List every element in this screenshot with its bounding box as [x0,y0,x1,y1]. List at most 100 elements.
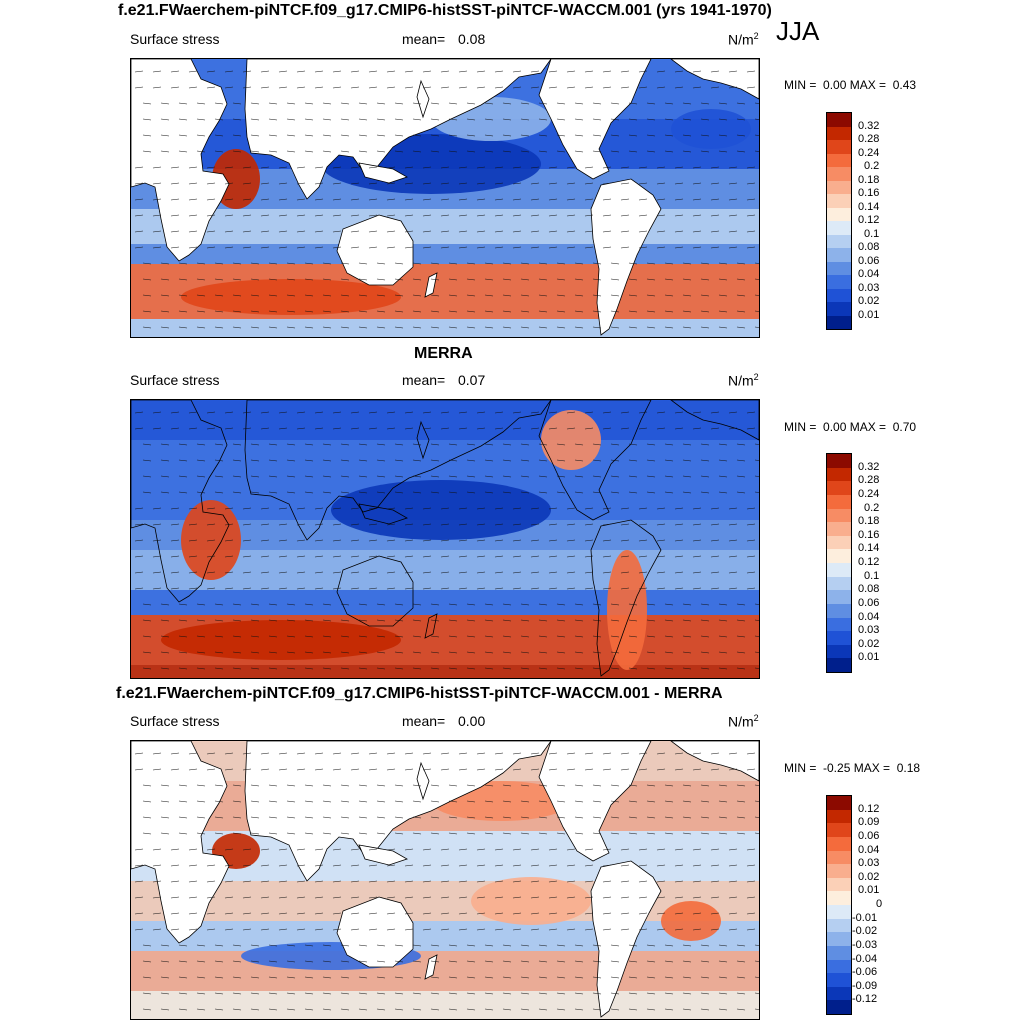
wind-arrow [502,667,512,670]
wind-arrow [602,507,612,510]
wind-arrow [692,230,702,233]
wind-arrow [224,912,234,915]
wind-arrow [484,150,494,153]
wind-arrow [736,310,746,313]
wind-arrow [296,411,306,414]
wind-arrow [620,912,630,915]
wind-arrow [638,182,648,185]
wind-arrow [304,262,314,265]
wind-arrow [394,491,404,494]
wind-arrow [206,928,216,931]
panel1-title: f.e21.FWaerchem-piNTCF.f09_g17.CMIP6-his… [118,2,772,19]
wind-arrow [206,214,216,217]
wind-arrow [538,102,548,105]
colorbar-tick-label: 0.1 [864,569,880,582]
wind-arrow [682,635,692,638]
wind-arrow [322,459,332,462]
wind-arrow [538,262,548,265]
wind-vectors [134,70,759,329]
wind-arrow [160,784,170,787]
wind-arrow [700,619,710,622]
wind-arrow [710,214,720,217]
wind-arrow [304,832,314,835]
wind-arrow [278,198,288,201]
wind-arrow [178,491,188,494]
wind-arrow [646,635,656,638]
wind-arrow [350,523,360,526]
wind-arrow [376,976,386,979]
wind-arrow [584,246,594,249]
wind-arrow [368,571,378,574]
wind-arrow [170,182,180,185]
wind-arrow [440,896,450,899]
wind-arrow [638,880,648,883]
wind-arrow [700,603,710,606]
wind-arrow [350,587,360,590]
wind-arrow [332,246,342,249]
wind-arrow [368,848,378,851]
wind-arrow [152,198,162,201]
wind-arrow [556,832,566,835]
wind-arrow [592,443,602,446]
wind-arrow [260,752,270,755]
wind-arrow [674,214,684,217]
wind-arrow [170,896,180,899]
wind-arrow [538,603,548,606]
wind-arrow [610,832,620,835]
wind-arrow [142,800,152,803]
wind-arrow [376,832,386,835]
wind-arrow [736,832,746,835]
wind-arrow [142,667,152,670]
wind-arrow [538,475,548,478]
panel2-minmax: MIN = 0.00 MAX = 0.70 [784,420,917,434]
wind-arrow [656,507,666,510]
wind-arrow [484,667,494,670]
wind-arrow [178,619,188,622]
wind-arrow [214,976,224,979]
wind-arrow [566,411,576,414]
wind-arrow [422,864,432,867]
wind-arrow [368,507,378,510]
wind-arrow [376,635,386,638]
wind-arrow [260,912,270,915]
wind-arrow [412,784,422,787]
panel2-map [130,399,760,679]
wind-arrow [358,491,368,494]
wind-arrow [376,475,386,478]
wind-arrow [682,294,692,297]
colorbar-swatch [827,275,851,289]
wind-arrow [494,768,504,771]
wind-arrow [556,491,566,494]
wind-arrow [584,752,594,755]
wind-arrow [700,326,710,329]
wind-arrow [242,928,252,931]
wind-arrow [692,571,702,574]
wind-arrow [602,523,612,526]
wind-arrow [628,832,638,835]
wind-arrow [314,214,324,217]
wind-arrow [404,507,414,510]
wind-arrow [448,150,458,153]
wind-arrow [134,571,144,574]
wind-arrow [512,752,522,755]
wind-arrow [152,86,162,89]
wind-arrow [430,784,440,787]
wind-arrow [142,134,152,137]
wind-arrow [386,427,396,430]
wind-arrow [350,555,360,558]
wind-arrow [332,411,342,414]
wind-arrow [718,262,728,265]
wind-arrow [602,539,612,542]
wind-arrow [556,278,566,281]
wind-arrow [476,571,486,574]
wind-arrow [754,651,759,653]
wind-arrow [322,475,332,478]
wind-arrow [556,816,566,819]
wind-arrow [556,262,566,265]
wind-arrow [224,214,234,217]
wind-arrow [602,912,612,915]
wind-arrow [538,816,548,819]
wind-arrow [376,960,386,963]
wind-arrow [152,880,162,883]
wind-arrow [152,912,162,915]
